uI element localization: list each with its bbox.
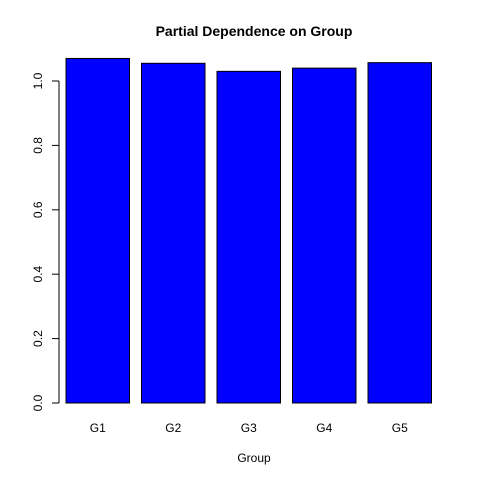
y-tick-label: 0.0 bbox=[31, 394, 45, 411]
chart-title: Partial Dependence on Group bbox=[156, 23, 353, 39]
y-tick-label: 0.4 bbox=[31, 266, 45, 283]
x-tick-labels: G1 G2 G3 G4 G5 bbox=[90, 421, 408, 435]
bar-g5 bbox=[367, 62, 432, 404]
bar-g1 bbox=[65, 57, 130, 404]
x-tick-label: G2 bbox=[165, 421, 181, 435]
bar-g4 bbox=[292, 67, 357, 404]
y-tick-label: 0.8 bbox=[31, 137, 45, 154]
x-tick-label: G1 bbox=[90, 421, 106, 435]
x-tick-label: G3 bbox=[241, 421, 257, 435]
x-tick-label: G4 bbox=[316, 421, 332, 435]
bar-g3 bbox=[216, 70, 281, 404]
x-axis-label: Group bbox=[237, 451, 271, 465]
x-tick-label: G5 bbox=[392, 421, 408, 435]
y-tick-label: 1.0 bbox=[31, 72, 45, 89]
bars-group bbox=[65, 57, 432, 404]
y-axis: 0.0 0.2 0.4 0.6 0.8 1.0 bbox=[31, 72, 60, 411]
y-tick-label: 0.6 bbox=[31, 201, 45, 218]
bar-g2 bbox=[141, 62, 206, 404]
y-tick-label: 0.2 bbox=[31, 330, 45, 347]
